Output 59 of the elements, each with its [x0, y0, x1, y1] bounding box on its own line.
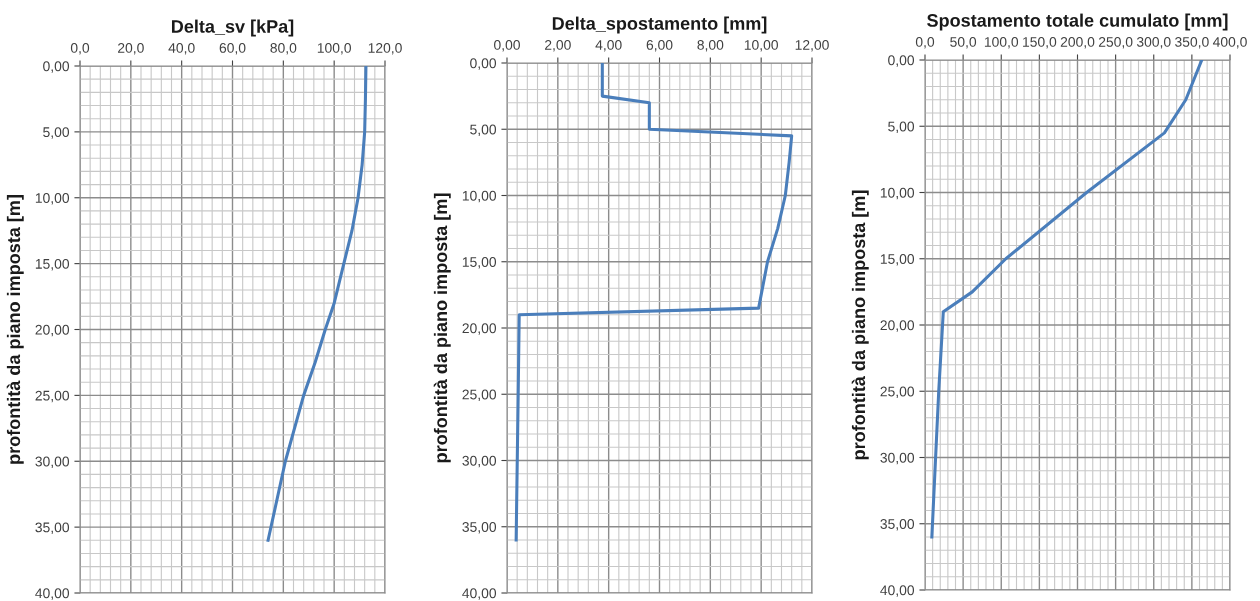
y-axis-title: profontità da piano imposta [m]	[433, 193, 451, 463]
y-tick-label: 30,00	[462, 455, 497, 468]
y-tick-label: 5,00	[888, 121, 915, 134]
x-tick-label: 4,00	[595, 40, 622, 52]
x-tick-label: 2,00	[545, 40, 571, 52]
y-tick-label: 35,00	[462, 522, 497, 534]
y-tick-label: 10,00	[880, 187, 915, 200]
y-tick-label: 0,00	[470, 58, 497, 70]
x-tick-label: 200,0	[1060, 37, 1095, 49]
x-tick-label: 50,0	[950, 37, 977, 49]
chart-title: Delta_sv [kPa]	[171, 19, 294, 37]
x-tick-label: 6,00	[646, 40, 673, 52]
x-tick-label: 60,0	[219, 43, 246, 55]
y-axis-title: profontità da piano imposta [m]	[6, 195, 24, 464]
y-tick-label: 0,00	[43, 61, 70, 73]
x-tick-label: 12,00	[795, 40, 829, 52]
x-tick-label: 120,0	[368, 43, 402, 55]
y-tick-label: 25,00	[35, 390, 70, 403]
y-tick-label: 25,00	[880, 386, 915, 399]
x-tick-label: 20,0	[118, 43, 144, 55]
x-tick-label: 80,0	[270, 43, 297, 55]
y-tick-label: 20,00	[35, 324, 70, 337]
line-series	[930, 60, 1204, 539]
y-tick-label: 35,00	[880, 519, 915, 531]
y-tick-label: 10,00	[35, 193, 70, 205]
chart-title: Spostamento totale cumulato [mm]	[927, 13, 1228, 31]
y-tick-label: 30,00	[880, 452, 915, 465]
y-tick-label: 15,00	[35, 258, 70, 271]
y-tick-label: 15,00	[462, 257, 497, 269]
x-tick-label: 10,00	[744, 40, 778, 52]
y-tick-label: 20,00	[462, 323, 497, 335]
y-tick-label: 10,00	[462, 190, 497, 203]
y-axis-title: profontità da piano imposta [m]	[851, 190, 869, 460]
y-tick-label: 25,00	[462, 389, 497, 402]
x-tick-label: 0,00	[494, 40, 520, 52]
x-tick-label: 0,0	[915, 37, 935, 49]
y-tick-label: 35,00	[35, 522, 70, 534]
line-series	[266, 66, 368, 542]
x-tick-label: 250,0	[1098, 37, 1133, 49]
x-tick-label: 150,0	[1023, 37, 1057, 49]
y-tick-label: 40,00	[880, 585, 915, 597]
y-tick-label: 40,00	[462, 588, 497, 600]
x-tick-label: 350,0	[1175, 37, 1209, 49]
x-tick-label: 40,0	[168, 43, 195, 55]
y-tick-label: 15,00	[880, 254, 915, 266]
y-tick-label: 20,00	[880, 320, 915, 332]
x-tick-label: 8,00	[697, 40, 724, 52]
y-tick-label: 40,00	[35, 588, 70, 600]
x-tick-label: 300,0	[1136, 37, 1171, 49]
y-tick-label: 5,00	[470, 124, 497, 137]
y-tick-label: 5,00	[43, 127, 70, 139]
x-tick-label: 100,0	[984, 37, 1019, 49]
line-series	[514, 63, 794, 542]
y-tick-label: 0,00	[888, 55, 915, 67]
x-tick-label: 400,0	[1212, 37, 1247, 49]
chart-title: Delta_spostamento [mm]	[552, 16, 767, 34]
x-tick-label: 100,0	[317, 43, 351, 55]
x-tick-label: 0,0	[70, 43, 90, 55]
y-tick-label: 30,00	[35, 456, 70, 469]
